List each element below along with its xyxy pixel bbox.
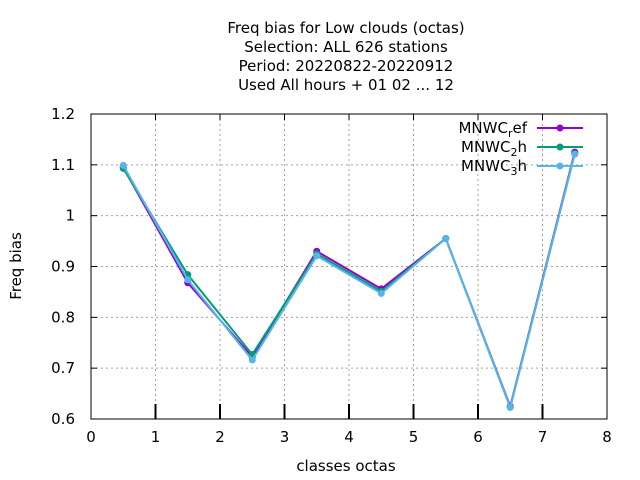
- legend-entry: MNWCref: [458, 119, 583, 140]
- y-tick-label: 1.1: [51, 156, 75, 174]
- title-line: Selection: ALL 626 stations: [244, 38, 448, 56]
- data-point: [506, 403, 514, 411]
- title-line: Freq bias for Low clouds (octas): [227, 19, 464, 37]
- chart-title: Freq bias for Low clouds (octas)Selectio…: [227, 19, 464, 94]
- x-tick-label: 1: [151, 428, 161, 446]
- y-axis-label: Freq bias: [7, 232, 25, 300]
- x-axis-label: classes octas: [296, 457, 396, 475]
- y-tick-labels: 0.6 0.7 0.8 0.9 1 1.1 1.2: [51, 105, 75, 428]
- y-tick-label: 1: [65, 207, 75, 225]
- x-tick-label: 2: [215, 428, 225, 446]
- y-tick-label: 0.6: [51, 410, 75, 428]
- x-tick-label: 8: [602, 428, 612, 446]
- data-point: [184, 276, 192, 284]
- data-series: [119, 148, 579, 411]
- x-tick-label: 3: [280, 428, 290, 446]
- y-tick-label: 0.7: [51, 359, 75, 377]
- x-tick-labels: 0 1 2 3 4 5 6 7 8: [86, 428, 612, 446]
- legend-label: MNWC3h: [461, 157, 527, 178]
- y-tick-label: 0.8: [51, 308, 75, 326]
- data-point: [313, 252, 321, 260]
- legend-entry: MNWC3h: [461, 157, 583, 178]
- title-line: Period: 20220822-20220912: [239, 57, 454, 75]
- data-point: [442, 235, 450, 243]
- axis-ticks: [90, 113, 608, 420]
- data-point: [248, 356, 256, 364]
- grid-lines: [91, 114, 607, 419]
- y-tick-label: 0.9: [51, 258, 75, 276]
- x-tick-label: 5: [409, 428, 419, 446]
- data-point: [571, 150, 579, 158]
- x-tick-label: 0: [86, 428, 96, 446]
- series-MNWC_3h: [119, 150, 579, 411]
- legend-marker: [556, 143, 564, 151]
- legend-marker: [556, 162, 564, 170]
- legend-marker: [556, 124, 564, 132]
- legend-entry: MNWC2h: [461, 138, 583, 159]
- data-point: [377, 289, 385, 297]
- legend-label: MNWC2h: [461, 138, 527, 159]
- y-tick-label: 1.2: [51, 105, 75, 123]
- data-point: [119, 161, 127, 169]
- x-tick-label: 6: [473, 428, 483, 446]
- x-tick-label: 4: [344, 428, 354, 446]
- title-line: Used All hours + 01 02 ... 12: [238, 76, 454, 94]
- legend-label: MNWCref: [458, 119, 527, 140]
- x-tick-label: 7: [538, 428, 548, 446]
- series-line: [122, 153, 576, 411]
